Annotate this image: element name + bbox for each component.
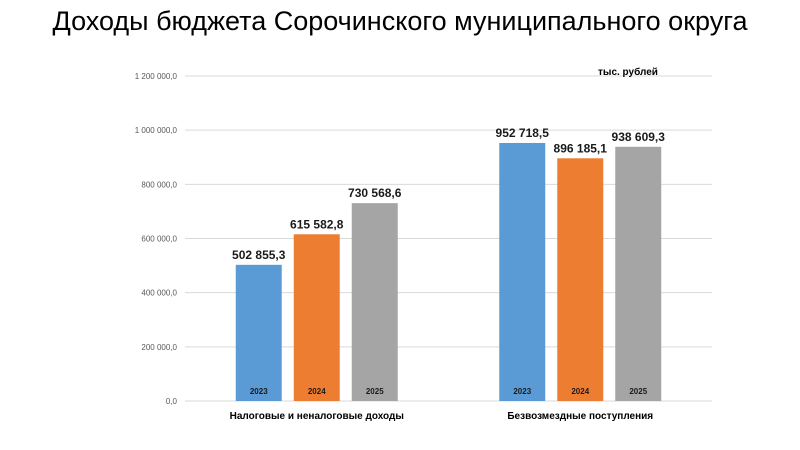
data-label: 896 185,1: [554, 141, 608, 155]
category-label: Налоговые и неналоговые доходы: [230, 411, 404, 422]
series-year-label: 2025: [629, 387, 647, 396]
category-label: Безвозмездные поступления: [507, 411, 653, 422]
unit-label: тыс. рублей: [598, 66, 658, 78]
bar: [235, 264, 282, 401]
bar: [293, 234, 340, 401]
page-title: Доходы бюджета Сорочинского муниципально…: [52, 6, 748, 36]
y-axis-ticks: 0,0 200 000,0 400 000,0 600 000,0 800 000,0 1…: [135, 72, 178, 406]
data-label: 502 855,3: [232, 248, 286, 262]
data-labels: 502 855,3 2023 615 582,8 2024 730 568,6 2025 9…: [232, 126, 665, 396]
y-tick-label: 800 000,0: [141, 180, 177, 189]
x-axis-categories: Налоговые и неналоговые доходы Безвозмезд…: [230, 411, 654, 422]
y-tick-label: 400 000,0: [141, 289, 177, 298]
bars: [235, 142, 662, 401]
y-tick-label: 0,0: [166, 397, 178, 406]
bar: [499, 142, 546, 401]
y-tick-label: 200 000,0: [141, 343, 177, 352]
data-label: 938 609,3: [612, 130, 666, 144]
series-year-label: 2023: [513, 387, 531, 396]
bar: [351, 203, 398, 401]
data-label: 730 568,6: [348, 186, 402, 200]
series-year-label: 2024: [308, 387, 326, 396]
series-year-label: 2023: [250, 387, 268, 396]
series-year-label: 2024: [571, 387, 589, 396]
series-year-label: 2025: [366, 387, 384, 396]
bar: [557, 158, 604, 401]
y-tick-label: 1 000 000,0: [135, 126, 178, 135]
data-label: 615 582,8: [290, 217, 344, 231]
bar: [615, 146, 662, 401]
y-tick-label: 1 200 000,0: [135, 72, 178, 81]
y-tick-label: 600 000,0: [141, 235, 177, 244]
data-label: 952 718,5: [496, 126, 550, 140]
